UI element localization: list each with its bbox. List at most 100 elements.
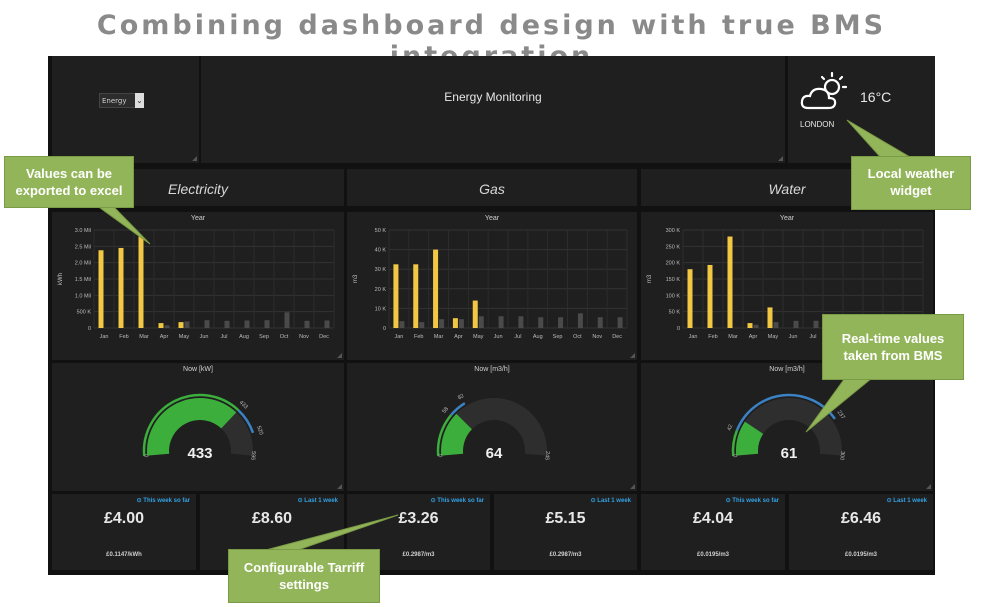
weather-panel: 16°C LONDON [788, 56, 935, 163]
gauge-tick-label: 595 [249, 451, 256, 461]
bar[interactable] [98, 250, 104, 328]
stat-water-last-week: ⊙ Last 1 week £6.46 £0.0195/m3 [789, 494, 933, 570]
bar[interactable] [204, 320, 210, 328]
y-tick-label: 500 K [77, 310, 92, 316]
bar[interactable] [164, 325, 170, 328]
bar[interactable] [138, 236, 144, 328]
bar[interactable] [707, 264, 713, 328]
y-tick-label: 50 K [375, 228, 387, 234]
bar[interactable] [178, 322, 184, 328]
bar[interactable] [727, 236, 733, 328]
bar[interactable] [393, 264, 399, 328]
callout-weather: Local weather widget [851, 156, 971, 210]
x-tick-label: Mar [728, 334, 738, 340]
bar[interactable] [813, 320, 819, 328]
bar[interactable] [577, 313, 583, 328]
gauge-value: 61 [781, 445, 798, 462]
gauge-threshold-arc-low [142, 393, 240, 456]
chevron-down-icon[interactable]: ⌄ [135, 93, 144, 108]
bar[interactable] [413, 264, 419, 328]
resize-handle[interactable] [926, 484, 931, 489]
bar[interactable] [244, 320, 250, 328]
resize-handle[interactable] [630, 353, 635, 358]
gauge-panel-electricity: 433 0 595 433 520 Now [kW] [52, 363, 344, 491]
resize-handle[interactable] [778, 156, 783, 161]
bar[interactable] [767, 307, 773, 328]
bar[interactable] [433, 249, 439, 328]
bar[interactable] [793, 320, 799, 328]
stat-period: ⊙ Last 1 week [590, 498, 631, 504]
x-tick-label: Apr [160, 334, 169, 340]
stat-period: ⊙ This week so far [430, 498, 484, 504]
bar[interactable] [158, 323, 164, 328]
bar[interactable] [439, 319, 445, 328]
bar[interactable] [773, 322, 779, 328]
gauge-value-arc [736, 421, 764, 456]
bar[interactable] [498, 316, 504, 328]
bar[interactable] [284, 312, 290, 328]
resize-handle[interactable] [192, 156, 197, 161]
stat-gas-last-week: ⊙ Last 1 week £5.15 £0.2987/m3 [494, 494, 637, 570]
resize-handle[interactable] [337, 484, 342, 489]
bar[interactable] [184, 321, 190, 328]
bar[interactable] [753, 324, 759, 328]
y-tick-label: 1.5 Mil [75, 277, 91, 283]
chart-title: Year [190, 215, 206, 222]
y-tick-label: 150 K [666, 277, 681, 283]
stat-value: £3.26 [398, 510, 439, 527]
chart-title: Year [779, 215, 795, 222]
bar[interactable] [472, 300, 478, 328]
x-tick-label: Feb [708, 334, 717, 340]
gauge-threshold-arc-low [436, 414, 453, 456]
bar[interactable] [687, 269, 693, 328]
x-tick-label: Oct [573, 334, 582, 340]
bar[interactable] [478, 316, 484, 328]
bar[interactable] [617, 317, 623, 328]
bar[interactable] [304, 320, 310, 328]
gauge-tick-label: 245 [543, 451, 550, 461]
bar[interactable] [518, 316, 524, 328]
bar[interactable] [419, 322, 425, 328]
gauge-value: 64 [486, 445, 503, 462]
bar[interactable] [558, 317, 564, 328]
bar[interactable] [747, 323, 753, 328]
gauge-gas: 64 0 245 58 82 [436, 393, 550, 462]
bar[interactable] [597, 317, 603, 328]
gauge-tick-label: 0 [144, 454, 150, 458]
gauge-electricity: 433 0 595 433 520 [142, 393, 264, 462]
section-title: Gas [479, 181, 505, 197]
gauge-tick-label: 0 [733, 454, 739, 458]
bar[interactable] [452, 318, 458, 328]
section-title: Water [768, 181, 806, 197]
bar[interactable] [538, 317, 544, 328]
y-tick-label: 50 K [669, 310, 681, 316]
dashboard-select[interactable]: Energy [99, 93, 143, 108]
bar[interactable] [458, 319, 464, 328]
stat-rate: £0.2987/m3 [549, 552, 582, 558]
cloud-sun-icon [800, 71, 848, 110]
bar[interactable] [399, 321, 405, 328]
gauge-value-arc [147, 398, 237, 456]
chart-panel-gas: Year 0 10 K 20 K 30 K 40 K 50 K m3 Jan Feb Mar Apr… [347, 212, 637, 360]
title-panel: Energy Monitoring [201, 56, 785, 163]
x-tick-label: May [768, 334, 779, 340]
bar[interactable] [224, 320, 230, 328]
x-tick-label: Jul [514, 334, 521, 340]
gauge-tick-label: 58 [441, 406, 450, 415]
x-tick-label: Mar [434, 334, 444, 340]
y-axis-label: m3 [647, 274, 653, 283]
bar[interactable] [118, 247, 124, 328]
x-tick-label: Mar [139, 334, 149, 340]
y-tick-label: 200 K [666, 261, 681, 267]
callout-tariff: Configurable Tarriff settings [228, 549, 380, 603]
bar[interactable] [324, 320, 330, 328]
stat-value: £4.00 [103, 510, 145, 527]
stat-electricity-this-week: ⊙ This week so far £4.00 £0.1147/kWh [52, 494, 196, 570]
gauge-tick-label: 300 [838, 451, 845, 461]
gauge-title: Now [m3/h] [769, 366, 805, 373]
y-tick-label: 3.0 Mil [75, 228, 91, 234]
resize-handle[interactable] [630, 484, 635, 489]
resize-handle[interactable] [337, 353, 342, 358]
bar[interactable] [264, 320, 270, 328]
x-tick-label: Nov [299, 334, 309, 340]
